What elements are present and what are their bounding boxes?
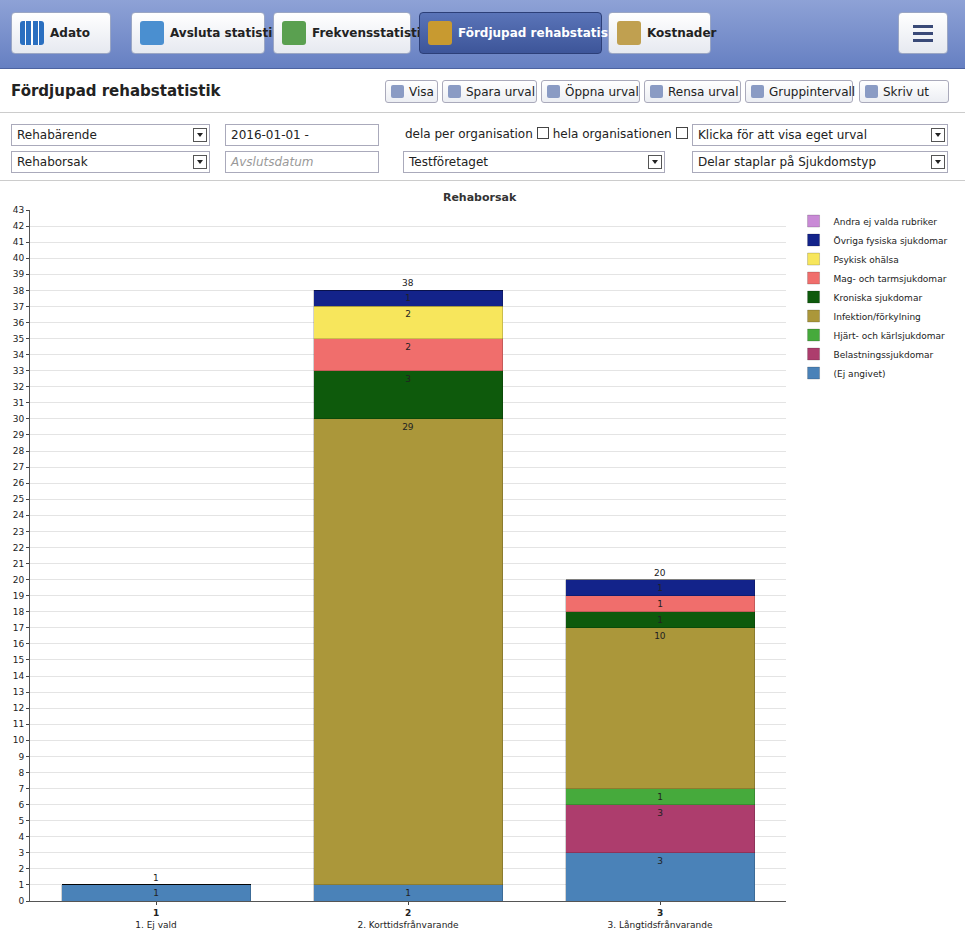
svg-text:1: 1 [153, 873, 159, 883]
svg-text:9: 9 [18, 752, 24, 762]
svg-text:1: 1 [657, 792, 663, 802]
svg-text:38: 38 [402, 278, 414, 288]
svg-text:2: 2 [18, 864, 24, 874]
svg-text:1: 1 [657, 615, 663, 625]
svg-text:10: 10 [654, 631, 666, 641]
html-text:Testföretaget: Testföretaget [409, 155, 488, 169]
svg-text:2: 2 [405, 342, 411, 352]
svg-text:12: 12 [13, 703, 24, 713]
svg-text:20: 20 [654, 568, 666, 578]
svg-text:15: 15 [13, 655, 24, 665]
svg-text:2: 2 [405, 309, 411, 319]
svg-text:Andra ej valda rubriker: Andra ej valda rubriker [834, 217, 938, 227]
html-text:Rehaborsak: Rehaborsak [17, 155, 88, 169]
svg-text:Kroniska sjukdomar: Kroniska sjukdomar [834, 293, 923, 303]
svg-text:Hjärt- och kärlsjukdomar: Hjärt- och kärlsjukdomar [834, 331, 946, 341]
svg-text:5: 5 [18, 816, 24, 826]
svg-text:Infektion/förkylning: Infektion/förkylning [834, 312, 921, 322]
svg-text:Övriga fysiska sjukdomar: Övriga fysiska sjukdomar [834, 236, 948, 246]
svg-text:33: 33 [13, 366, 24, 376]
svg-text:38: 38 [13, 286, 25, 296]
svg-text:22. Korttidsfrånvarande: 22. Korttidsfrånvarande [357, 908, 459, 930]
html-text:2016-01-01 -: 2016-01-01 - [231, 128, 309, 142]
svg-text:11. Ej vald: 11. Ej vald [135, 908, 177, 930]
svg-text:41: 41 [13, 237, 24, 247]
html-text:Klicka för att visa eget urval: Klicka för att visa eget urval [698, 128, 867, 142]
svg-text:1: 1 [657, 599, 663, 609]
svg-text:1: 1 [657, 583, 663, 593]
svg-text:0: 0 [18, 896, 24, 906]
svg-text:16: 16 [13, 639, 25, 649]
html-text:Fördjupad rehabstatistik: Fördjupad rehabstatistik [458, 26, 626, 40]
svg-text:29: 29 [13, 430, 25, 440]
html-text:Frekvensstatistik: Frekvensstatistik [312, 26, 429, 40]
html-text:hela organisationen: hela organisationen [548, 127, 672, 141]
svg-text:32: 32 [13, 382, 24, 392]
svg-text:36: 36 [13, 318, 25, 328]
svg-text:11: 11 [13, 719, 24, 729]
html-text:Spara urval: Spara urval [466, 84, 535, 99]
html-text:Visa: Visa [409, 84, 434, 99]
html-text:Rehabärende: Rehabärende [17, 128, 97, 142]
svg-text:7: 7 [18, 784, 24, 794]
svg-text:22: 22 [13, 543, 24, 553]
svg-text:28: 28 [13, 446, 25, 456]
svg-text:Mag- och tarmsjukdomar: Mag- och tarmsjukdomar [834, 274, 947, 284]
svg-text:3: 3 [405, 374, 411, 384]
svg-text:37: 37 [13, 302, 24, 312]
svg-text:1: 1 [18, 880, 24, 890]
svg-text:26: 26 [13, 478, 25, 488]
html-text:Gruppintervall: Gruppintervall [769, 84, 856, 99]
svg-text:Belastningssjukdomar: Belastningssjukdomar [834, 350, 934, 360]
html-text:dela per organisation: dela per organisation [405, 127, 533, 141]
html-text:Adato: Adato [50, 26, 90, 40]
html-text:Skriv ut: Skriv ut [883, 84, 930, 99]
svg-text:3: 3 [657, 808, 663, 818]
svg-text:Rehaborsak: Rehaborsak [443, 191, 517, 204]
html-text:Avslutsdatum: Avslutsdatum [231, 155, 314, 169]
svg-text:3: 3 [18, 848, 24, 858]
svg-text:40: 40 [13, 253, 25, 263]
svg-text:24: 24 [13, 510, 25, 520]
svg-text:29: 29 [402, 422, 414, 432]
html-text:Rensa urval: Rensa urval [668, 84, 739, 99]
svg-text:3: 3 [657, 856, 663, 866]
svg-text:8: 8 [18, 768, 24, 778]
svg-text:10: 10 [13, 735, 25, 745]
svg-text:1: 1 [153, 888, 159, 898]
svg-text:39: 39 [13, 269, 25, 279]
html-text:Kostnader: Kostnader [647, 26, 717, 40]
html-text:Öppna urval: Öppna urval [565, 84, 639, 99]
svg-text:1: 1 [405, 293, 411, 303]
svg-text:20: 20 [13, 575, 25, 585]
svg-text:6: 6 [18, 800, 24, 810]
svg-text:4: 4 [18, 832, 24, 842]
svg-text:Psykisk ohälsa: Psykisk ohälsa [834, 255, 899, 265]
svg-text:14: 14 [13, 671, 25, 681]
svg-text:19: 19 [13, 591, 25, 601]
svg-text:42: 42 [13, 221, 24, 231]
svg-text:1: 1 [405, 888, 411, 898]
svg-text:13: 13 [13, 687, 24, 697]
svg-text:18: 18 [13, 607, 25, 617]
svg-text:23: 23 [13, 527, 24, 537]
svg-text:31: 31 [13, 398, 24, 408]
svg-text:25: 25 [13, 494, 24, 504]
svg-text:30: 30 [13, 414, 25, 424]
html-text:Avsluta statistik: Avsluta statistik [170, 26, 281, 40]
svg-text:17: 17 [13, 623, 24, 633]
svg-text:34: 34 [13, 350, 25, 360]
html-text:Delar staplar på Sjukdomstyp: Delar staplar på Sjukdomstyp [698, 155, 876, 169]
html-text:Fördjupad rehabstatistik: Fördjupad rehabstatistik [11, 82, 221, 100]
svg-text:21: 21 [13, 559, 24, 569]
svg-text:43: 43 [13, 205, 24, 215]
svg-text:(Ej angivet): (Ej angivet) [834, 369, 886, 379]
svg-text:33. Långtidsfrånvarande: 33. Långtidsfrånvarande [608, 908, 713, 930]
svg-text:35: 35 [13, 334, 24, 344]
svg-text:27: 27 [13, 462, 24, 472]
